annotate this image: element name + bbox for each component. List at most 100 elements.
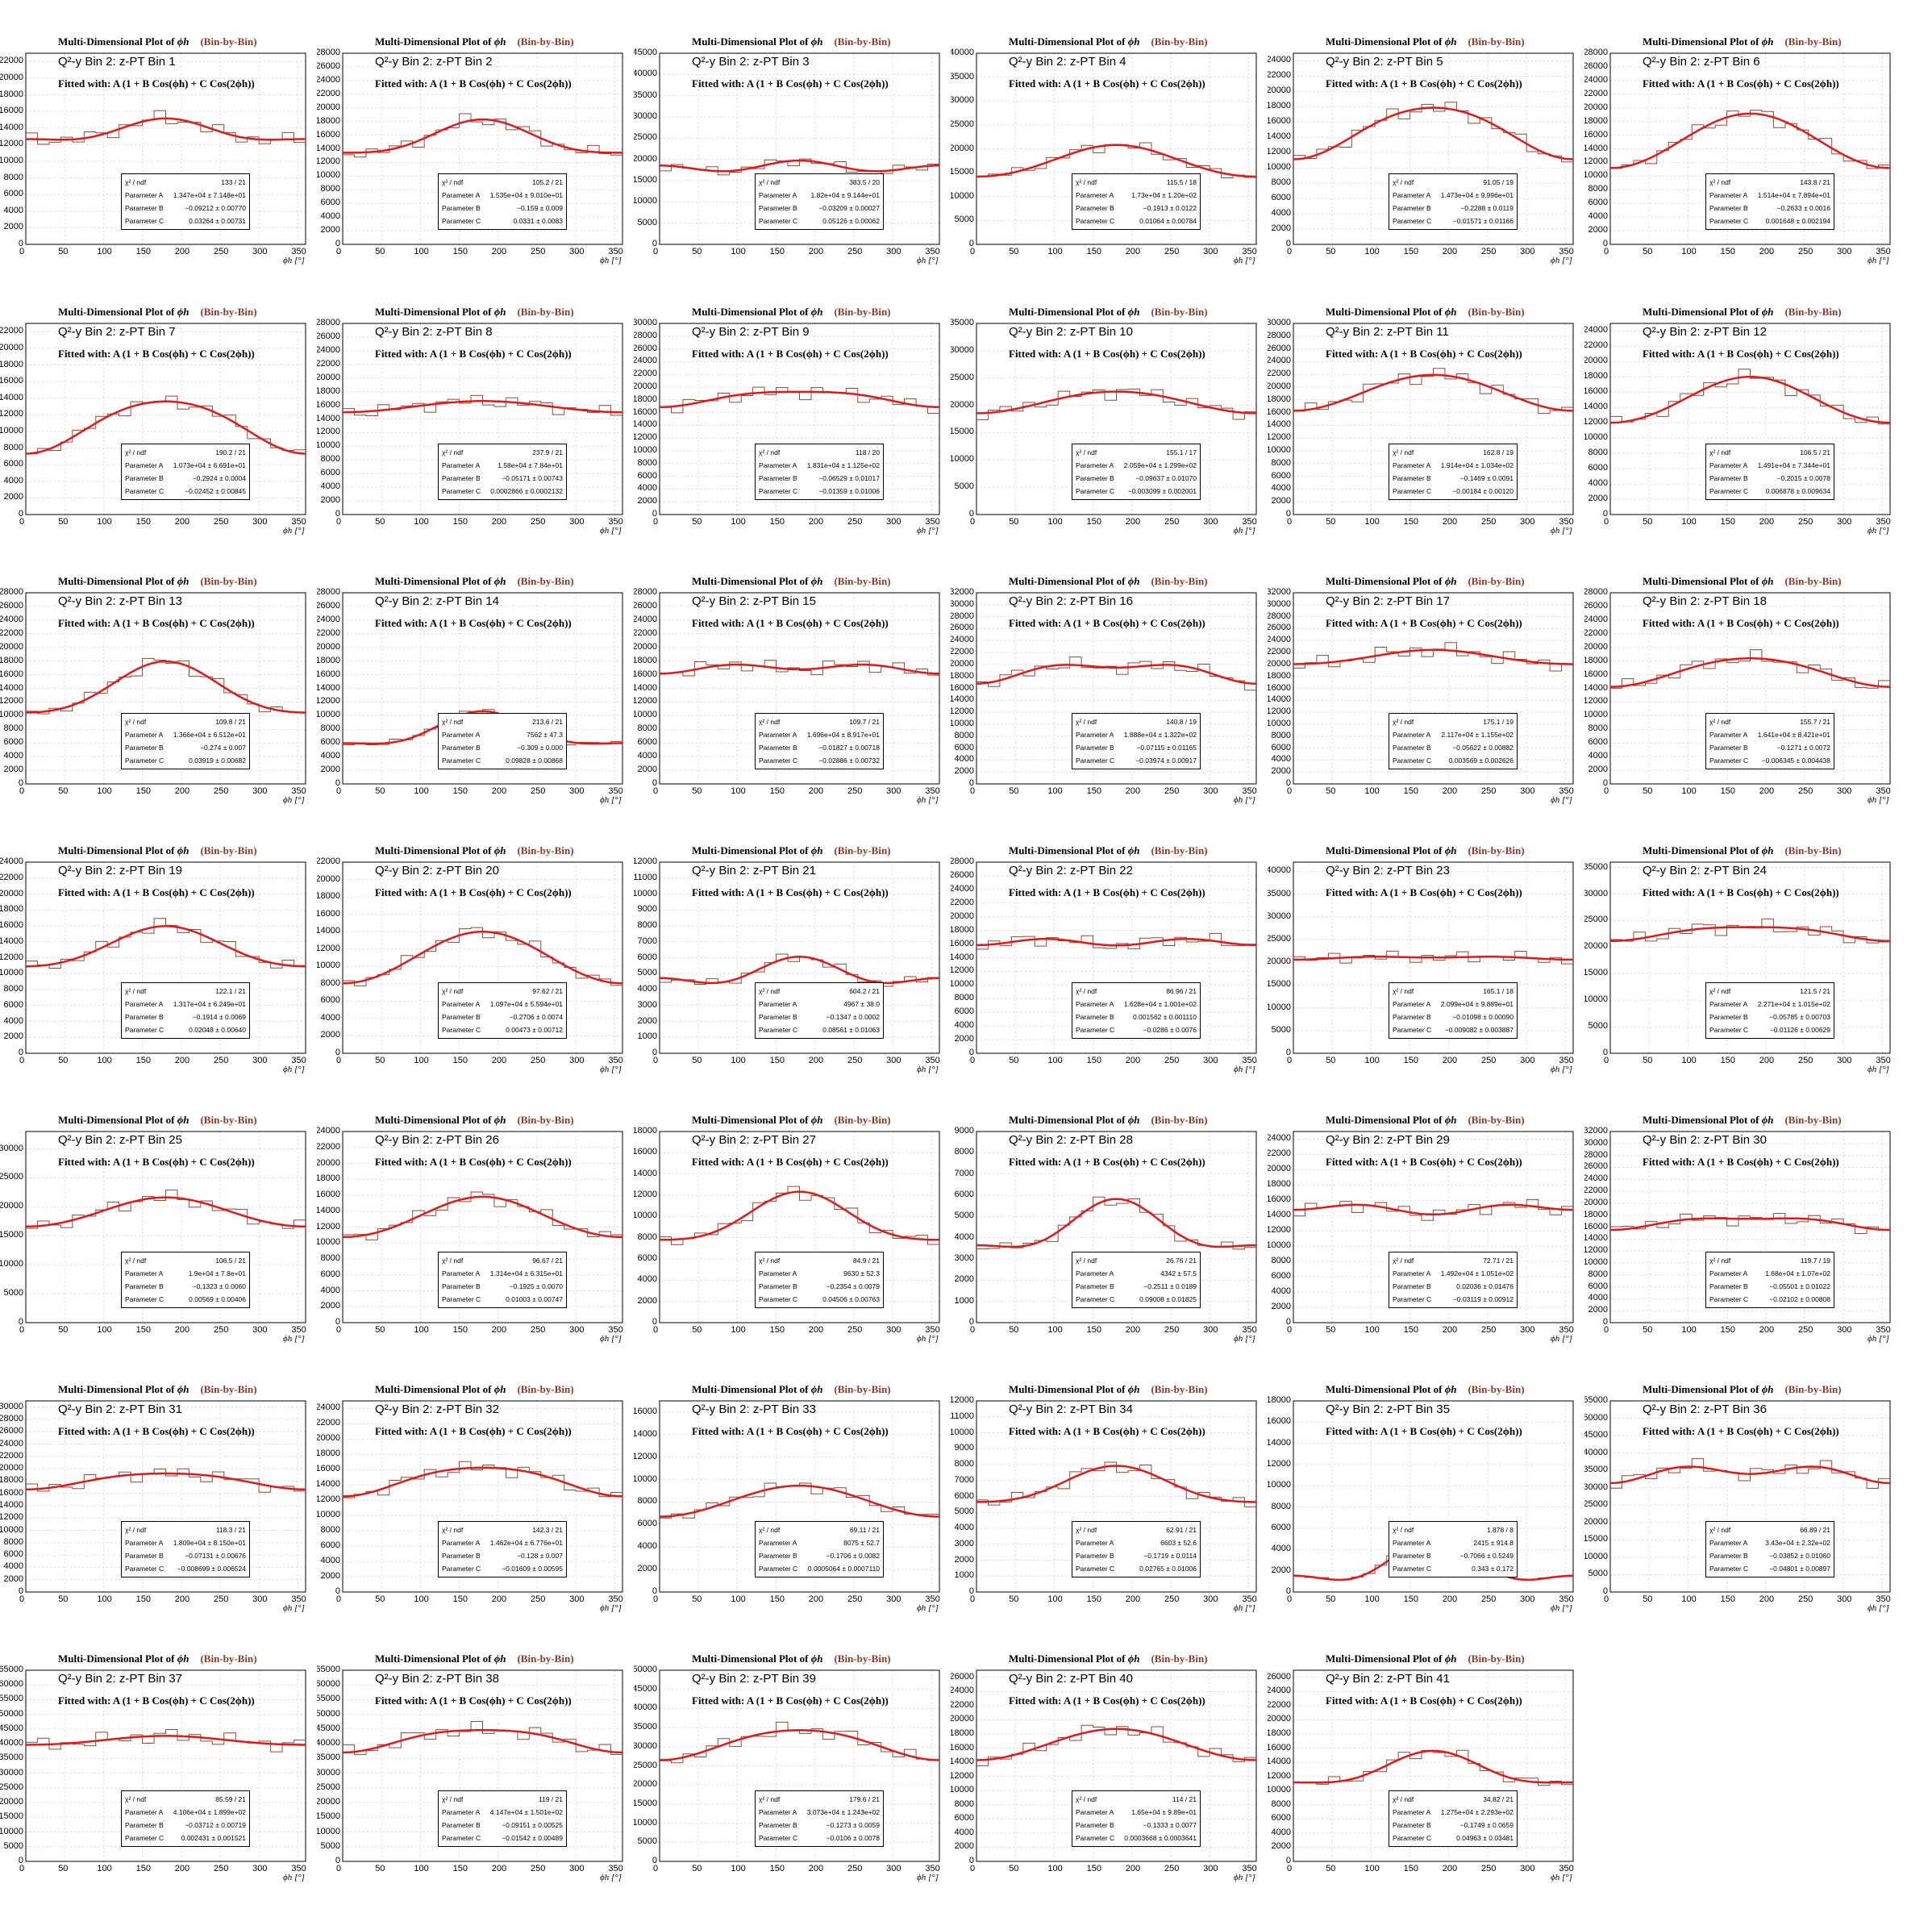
- plot-panel-bin-39: 0 50 100 150 200 250 300 350 0 5000 10000 15000 2000…: [634, 1617, 949, 1886]
- stat-value: 1.696e+04 ± 8.917e+01: [806, 731, 880, 739]
- x-tick-label: 0: [970, 1864, 976, 1873]
- x-tick-label: 300: [1203, 517, 1218, 527]
- stat-value: −0.1749 ± 0.0659: [1459, 1821, 1514, 1829]
- stat-label: Parameter A: [125, 1539, 164, 1547]
- stat-value: 109.7 / 21: [849, 718, 880, 726]
- stat-label: Parameter C: [1076, 1565, 1115, 1573]
- y-tick-label: 10000: [1584, 1257, 1608, 1267]
- stat-label: χ² / ndf: [1076, 1257, 1097, 1265]
- stat-value: 1.888e+04 ± 1.322e+02: [1123, 731, 1197, 739]
- panel-title: Multi-Dimensional Plot of ϕh (Bin-by-Bin): [1326, 1653, 1525, 1665]
- y-tick-label: 6000: [320, 198, 340, 208]
- y-tick-label: 0: [335, 1317, 340, 1327]
- y-tick-label: 10000: [1268, 162, 1291, 173]
- y-tick-label: 45000: [634, 48, 657, 57]
- stat-value: 118 / 20: [855, 448, 880, 456]
- plot-frame: [342, 52, 623, 245]
- y-tick-label: 20000: [634, 641, 657, 652]
- stat-value: −0.2354 ± 0.0079: [826, 1282, 880, 1290]
- stat-value: 0.002431 ± 0.001521: [181, 1834, 246, 1842]
- plot-panel-bin-19: 0 50 100 150 200 250 300 350 0 2000 4000 6000 8000 10…: [0, 809, 315, 1077]
- x-tick-label: 250: [530, 1594, 546, 1604]
- x-tick-label: 250: [530, 786, 546, 796]
- y-tick-label: 32000: [951, 587, 974, 597]
- stat-label: Parameter C: [1709, 487, 1749, 495]
- y-tick-label: 40000: [634, 1703, 657, 1713]
- x-tick-label: 250: [1797, 1056, 1813, 1065]
- panel-title: Multi-Dimensional Plot of ϕh (Bin-by-Bin): [375, 306, 574, 318]
- x-axis-label: ϕh [°]: [600, 526, 622, 536]
- y-tick-label: 26000: [317, 600, 340, 611]
- stat-label: Parameter B: [1393, 744, 1431, 752]
- y-tick-label: 12000: [1268, 1459, 1291, 1469]
- stat-label: χ² / ndf: [442, 1795, 464, 1803]
- fit-curve: [26, 925, 306, 968]
- stat-label: Parameter A: [1393, 731, 1431, 739]
- y-tick-label: 35000: [0, 1753, 23, 1763]
- stat-value: −0.01126 ± 0.00629: [1769, 1026, 1830, 1034]
- y-tick-label: 16000: [0, 1487, 23, 1498]
- panel-title: Multi-Dimensional Plot of ϕh (Bin-by-Bin): [1326, 306, 1525, 318]
- y-tick-label: 6000: [1271, 742, 1291, 752]
- stat-label: Parameter B: [1076, 474, 1114, 482]
- y-tick-label: 6000: [954, 742, 974, 752]
- y-tick-label: 2000: [1271, 1565, 1291, 1575]
- fit-stat-box: χ² / ndf 115.5 / 18 Parameter A 1.73e+04 ± …: [1072, 173, 1201, 230]
- fit-stat-box: χ² / ndf 175.1 / 19 Parameter A 2.117e+04 ±…: [1389, 713, 1518, 769]
- x-tick-label: 50: [692, 1594, 702, 1604]
- plot-svg: [342, 1400, 623, 1593]
- y-tick-label: 4000: [637, 1274, 657, 1285]
- fit-curve: [343, 118, 622, 154]
- y-tick-label: 10000: [951, 718, 974, 728]
- panel-bin-header: Q²-y Bin 2: z-PT Bin 31: [58, 1402, 182, 1416]
- y-tick-label: 35000: [1268, 888, 1291, 898]
- stat-value: 0.0003668 ± 0.0003641: [1124, 1834, 1197, 1842]
- panel-bin-header: Q²-y Bin 2: z-PT Bin 1: [58, 55, 176, 69]
- y-tick-label: 4000: [3, 475, 23, 486]
- x-axis-label: ϕh [°]: [1551, 256, 1572, 265]
- x-tick-label: 150: [1720, 517, 1735, 527]
- y-tick-label: 16000: [0, 920, 23, 930]
- histogram-line: [343, 1720, 622, 1756]
- plot-svg: [1609, 1131, 1891, 1323]
- stat-label: Parameter A: [1709, 1539, 1748, 1547]
- y-tick-label: 0: [335, 239, 340, 248]
- x-tick-label: 100: [731, 786, 746, 796]
- stat-value: 1.65e+04 ± 9.89e+01: [1131, 1808, 1197, 1816]
- plot-panel-bin-17: 0 50 100 150 200 250 300 350 0 2000 4000 6000 8000 10…: [1268, 540, 1583, 808]
- fit-stat-box: χ² / ndf 34.82 / 21 Parameter A 1.275e+04 ±…: [1389, 1790, 1518, 1847]
- stat-value: 6603 ± 52.6: [1160, 1539, 1197, 1547]
- plot-frame: [25, 1400, 306, 1593]
- plot-frame: [1293, 861, 1574, 1054]
- plot-frame: [1609, 1400, 1891, 1593]
- y-tick-label: 28000: [634, 587, 657, 597]
- y-tick-label: 12000: [634, 1451, 657, 1461]
- y-tick-label: 4000: [637, 483, 657, 494]
- y-tick-label: 14000: [634, 419, 657, 430]
- panel-bin-header: Q²-y Bin 2: z-PT Bin 29: [1326, 1133, 1450, 1147]
- stat-value: 140.8 / 19: [1166, 718, 1197, 726]
- x-tick-label: 350: [1559, 1056, 1574, 1065]
- stat-label: Parameter A: [1076, 1269, 1114, 1277]
- fit-formula-label: Fitted with: A (1 + B Cos(ϕh) + C Cos(2ϕ…: [1643, 348, 1839, 360]
- stat-label: Parameter A: [125, 731, 164, 739]
- x-tick-label: 350: [925, 1325, 940, 1335]
- stat-value: 165.1 / 18: [1483, 987, 1514, 995]
- plot-svg: [976, 592, 1257, 785]
- fit-curve: [1609, 112, 1891, 169]
- y-tick-label: 20000: [0, 1797, 23, 1807]
- stat-value: 175.1 / 19: [1483, 718, 1514, 726]
- x-tick-label: 150: [1086, 786, 1101, 796]
- stat-label: χ² / ndf: [759, 1795, 781, 1803]
- y-tick-label: 22000: [951, 897, 974, 907]
- fit-stat-box: χ² / ndf 91.05 / 19 Parameter A 1.473e+04 ±…: [1389, 173, 1518, 230]
- panel-title: Multi-Dimensional Plot of ϕh (Bin-by-Bin): [1643, 306, 1842, 318]
- stat-value: 1.82e+04 ± 9.144e+01: [810, 191, 881, 199]
- y-tick-label: 22000: [951, 647, 974, 657]
- y-tick-label: 7000: [637, 936, 657, 946]
- x-tick-label: 200: [174, 1594, 190, 1604]
- y-tick-label: 25000: [634, 1760, 657, 1770]
- stat-value: −0.03712 ± 0.00719: [185, 1821, 246, 1829]
- stat-label: Parameter A: [442, 1808, 481, 1816]
